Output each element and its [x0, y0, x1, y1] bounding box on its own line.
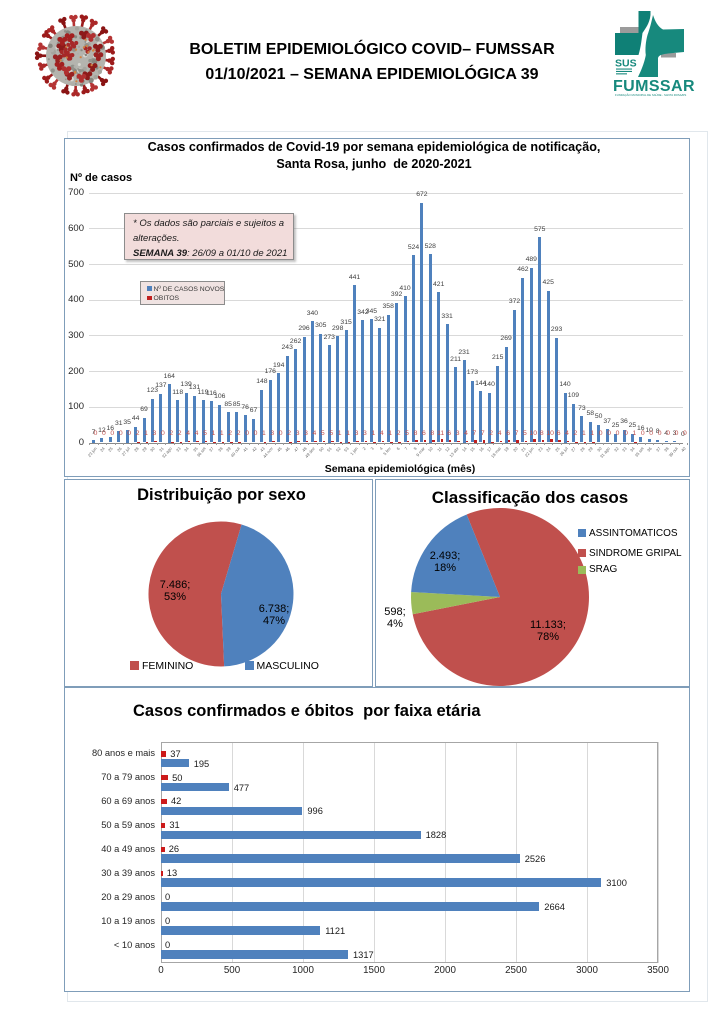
- svg-text:FUMSSAR: FUMSSAR: [613, 78, 695, 95]
- svg-text:FUNDAÇÃO MUNICIPAL DE SAÚDE -: FUNDAÇÃO MUNICIPAL DE SAÚDE - SANTA ROSA…: [615, 92, 686, 97]
- svg-text:SUS: SUS: [615, 58, 637, 70]
